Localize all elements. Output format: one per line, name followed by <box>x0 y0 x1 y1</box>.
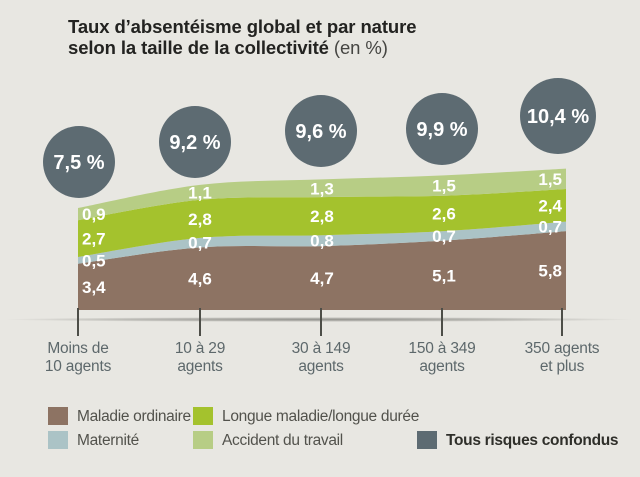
value-label: 1,5 <box>538 170 562 189</box>
value-label: 1,5 <box>432 177 456 196</box>
legend-label: Maternité <box>77 432 139 449</box>
category-label: 150 à 349 agents <box>408 340 476 375</box>
legend-label: Maladie ordinaire <box>77 408 191 425</box>
total-value-label: 9,2 % <box>169 132 220 154</box>
legend-swatch <box>417 431 437 449</box>
chart-title-line1: Taux d’absentéisme global et par nature <box>68 16 416 37</box>
total-value-label: 7,5 % <box>53 152 104 174</box>
area-accident-du-travail <box>78 168 566 221</box>
value-label: 0,7 <box>432 227 456 246</box>
value-label: 1,3 <box>310 179 334 198</box>
total-value-label: 9,6 % <box>295 121 346 143</box>
legend-swatch <box>193 407 213 425</box>
legend-swatch <box>48 407 68 425</box>
legend-swatch <box>48 431 68 449</box>
category-label: 30 à 149 agents <box>291 340 351 375</box>
legend-label: Accident du travail <box>222 432 343 449</box>
value-label: 4,7 <box>310 269 334 288</box>
total-value-label: 10,4 % <box>527 106 589 128</box>
value-label: 0,9 <box>82 205 106 224</box>
value-label: 5,8 <box>538 262 562 281</box>
chart-title: Taux d’absentéisme global et par nature … <box>68 16 416 58</box>
value-label: 2,4 <box>538 196 562 215</box>
total-circle <box>159 106 231 178</box>
category-label: 350 agents et plus <box>524 340 600 375</box>
category-label: Moins de 10 agents <box>44 340 112 375</box>
total-value-label: 9,9 % <box>416 119 467 141</box>
title-text-line2-bold: selon la taille de la collectivité <box>68 37 329 58</box>
x-axis-shadow-line <box>4 317 634 322</box>
value-label: 0,5 <box>82 251 106 270</box>
title-text-line1: Taux d’absentéisme global et par nature <box>68 16 417 37</box>
value-label: 3,4 <box>82 278 106 297</box>
legend-swatch <box>193 431 213 449</box>
title-unit-note: (en %) <box>333 37 388 58</box>
value-label: 0,7 <box>188 234 212 253</box>
total-circle <box>43 126 115 198</box>
category-label: 10 à 29 agents <box>174 340 226 375</box>
value-label: 1,1 <box>188 183 212 202</box>
value-label: 0,7 <box>538 217 562 236</box>
legend-label: Longue maladie/longue durée <box>222 408 420 425</box>
value-label: 0,8 <box>310 232 334 251</box>
value-label: 2,7 <box>82 230 106 249</box>
chart-title-line2: selon la taille de la collectivité (en %… <box>68 37 416 58</box>
value-label: 5,1 <box>432 266 456 285</box>
legend-label: Tous risques confondus <box>446 432 619 449</box>
value-label: 4,6 <box>188 270 212 289</box>
value-label: 2,8 <box>310 207 334 226</box>
total-circle <box>520 78 596 154</box>
area-maladie-ordinaire <box>78 231 566 310</box>
total-circle <box>406 93 478 165</box>
area-longue-maladie-longue-durée <box>78 189 566 257</box>
value-label: 2,8 <box>188 210 212 229</box>
area-maternité <box>78 221 566 264</box>
total-circle <box>285 95 357 167</box>
value-label: 2,6 <box>432 204 456 223</box>
